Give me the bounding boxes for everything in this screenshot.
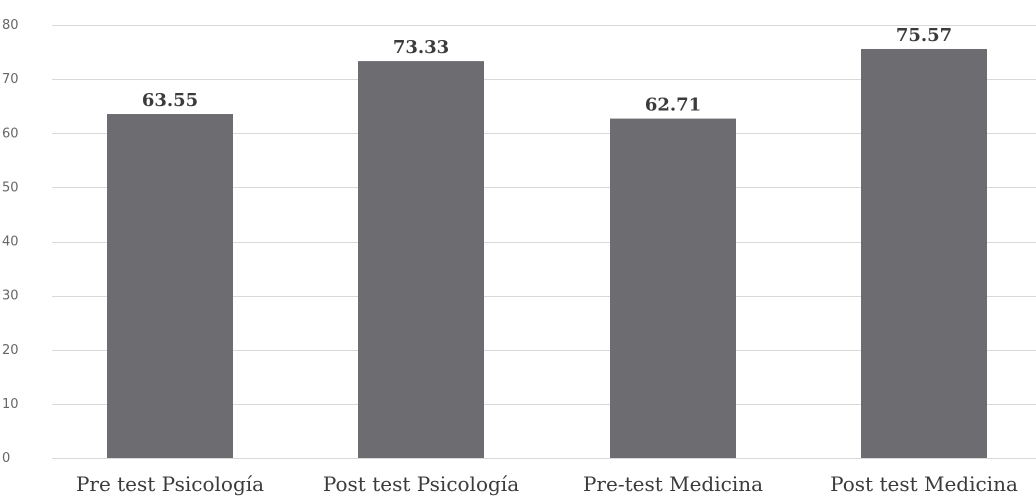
bar bbox=[861, 48, 987, 458]
x-tick-label: Pre test Psicología bbox=[76, 472, 264, 496]
y-tick-label: 0 bbox=[2, 451, 10, 466]
data-label: 75.57 bbox=[896, 25, 952, 46]
x-tick-label: Pre-test Medicina bbox=[583, 472, 763, 496]
bar bbox=[610, 118, 736, 458]
y-tick-label: 60 bbox=[2, 126, 19, 141]
bar bbox=[107, 114, 233, 459]
data-label: 63.55 bbox=[142, 90, 198, 111]
y-tick-label: 20 bbox=[2, 343, 19, 358]
y-tick-label: 80 bbox=[2, 18, 19, 33]
data-labels: 63.55 73.33 62.71 75.57 bbox=[142, 25, 952, 116]
data-label: 62.71 bbox=[645, 95, 701, 116]
y-tick-label: 70 bbox=[2, 72, 19, 87]
y-tick-label: 10 bbox=[2, 397, 19, 412]
data-label: 73.33 bbox=[393, 37, 449, 58]
bar bbox=[358, 61, 484, 458]
y-tick-label: 30 bbox=[2, 289, 19, 304]
y-tick-label: 50 bbox=[2, 180, 19, 195]
x-axis-tick-labels: Pre test Psicología Post test Psicología P… bbox=[76, 472, 1018, 496]
x-tick-label: Post test Medicina bbox=[830, 472, 1018, 496]
y-tick-label: 40 bbox=[2, 235, 19, 250]
bars bbox=[107, 48, 987, 459]
x-tick-label: Post test Psicología bbox=[323, 472, 519, 496]
y-axis-tick-labels: 0 10 20 30 40 50 60 70 80 bbox=[2, 18, 19, 466]
